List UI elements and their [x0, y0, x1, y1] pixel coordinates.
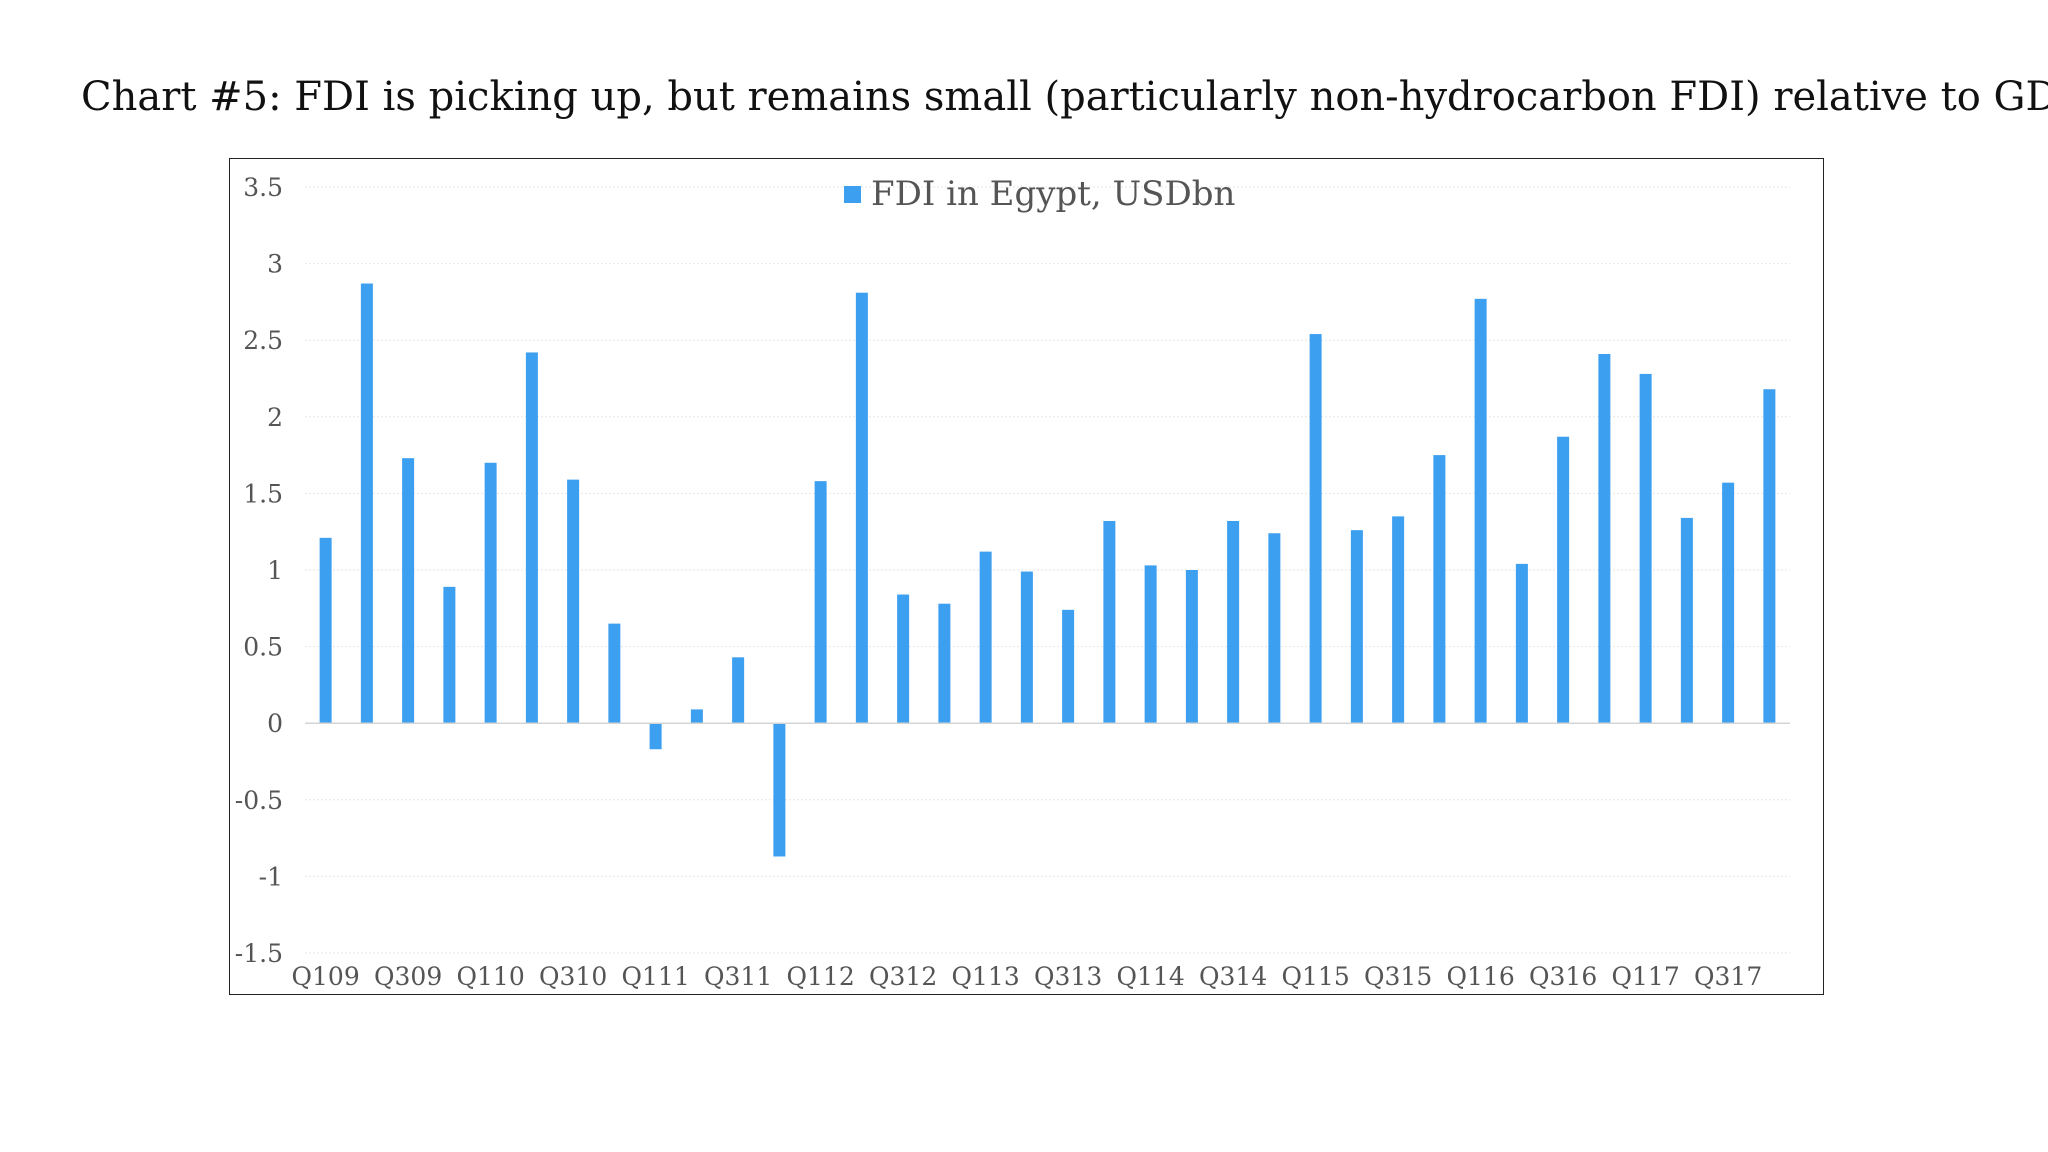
bar-q409 — [443, 586, 456, 724]
x-tick-label: Q317 — [1694, 962, 1762, 991]
bar-q215 — [1350, 530, 1363, 724]
bar-q411 — [773, 723, 786, 857]
y-tick-label: 3 — [267, 250, 283, 279]
x-tick-label: Q116 — [1447, 962, 1515, 991]
x-axis-tick-labels: Q109 Q309 Q110 Q310 Q111 Q311 Q112 Q312 Q113 Q313… — [292, 962, 1763, 991]
bar-q116 — [1474, 298, 1487, 724]
bar-q414 — [1268, 533, 1281, 724]
bar-q216 — [1515, 563, 1528, 724]
y-tick-label: 0 — [267, 709, 283, 738]
x-tick-label: Q315 — [1364, 962, 1432, 991]
x-tick-label: Q113 — [952, 962, 1020, 991]
page-title: Chart #5: FDI is picking up, but remains… — [81, 74, 2048, 120]
y-tick-label: -0.5 — [235, 786, 283, 815]
x-tick-label: Q115 — [1282, 962, 1350, 991]
bar-q213 — [1020, 571, 1033, 724]
bar-q112 — [814, 481, 827, 724]
bar-q312 — [897, 594, 910, 724]
bar-q114 — [1144, 565, 1157, 724]
bar-q115 — [1309, 334, 1322, 724]
y-tick-label: -1.5 — [235, 939, 283, 968]
bars — [319, 283, 1776, 857]
bar-q109 — [319, 537, 332, 724]
x-tick-label: Q310 — [539, 962, 607, 991]
legend-label: FDI in Egypt, USDbn — [871, 174, 1235, 214]
bar-q313 — [1062, 609, 1075, 724]
bar-chart: 3.532.521.510.50-0.5-1-1.5 Q109 Q309 Q110 Q… — [235, 173, 1790, 991]
x-tick-label: Q313 — [1034, 962, 1102, 991]
bar-q209 — [360, 283, 373, 724]
bar-q415 — [1433, 455, 1446, 724]
bar-q111 — [649, 723, 662, 750]
bar-q117 — [1639, 373, 1652, 724]
y-tick-label: -1 — [259, 862, 283, 891]
y-axis-tick-labels: 3.5 3 2.5 2 1.5 1 0.5 0 -0.5 -1 -1.5 — [235, 173, 283, 968]
bar-q317 — [1722, 482, 1735, 724]
x-tick-label: Q112 — [787, 962, 855, 991]
bar-q412 — [938, 603, 951, 724]
x-tick-label: Q312 — [869, 962, 937, 991]
x-tick-label: Q111 — [622, 962, 690, 991]
x-tick-label: Q114 — [1117, 962, 1185, 991]
y-tick-label: 0.5 — [243, 633, 283, 662]
legend: FDI in Egypt, USDbn — [844, 174, 1235, 214]
x-tick-label: Q109 — [292, 962, 360, 991]
bar-q416 — [1598, 353, 1611, 724]
bar-q217 — [1680, 517, 1693, 724]
bar-q315 — [1392, 516, 1405, 724]
bar-q211 — [690, 709, 703, 724]
bar-q311 — [732, 657, 745, 724]
x-tick-label: Q314 — [1199, 962, 1267, 991]
bar-q310 — [567, 479, 580, 724]
bar-q316 — [1557, 436, 1570, 724]
legend-swatch — [844, 186, 861, 203]
bar-q413 — [1103, 520, 1116, 724]
x-tick-label: Q117 — [1612, 962, 1680, 991]
x-tick-label: Q309 — [374, 962, 442, 991]
y-tick-label: 2 — [267, 403, 283, 432]
bar-q314 — [1227, 520, 1240, 724]
x-tick-label: Q110 — [457, 962, 525, 991]
bar-q110 — [484, 462, 497, 724]
bar-q309 — [402, 458, 415, 724]
bar-q410 — [608, 623, 621, 724]
y-tick-label: 3.5 — [243, 173, 283, 202]
bar-q210 — [525, 352, 538, 724]
bar-q214 — [1185, 570, 1198, 724]
y-tick-label: 1 — [267, 556, 283, 585]
y-tick-label: 1.5 — [243, 479, 283, 508]
x-tick-label: Q316 — [1529, 962, 1597, 991]
x-tick-label: Q311 — [704, 962, 772, 991]
bar-q417 — [1763, 389, 1776, 724]
bar-q212 — [855, 292, 868, 724]
chart-frame: 3.5 3 2.5 2 1.5 1 0.5 0 -0.5 -1 -1.5 Q109 Q309 Q110 Q… — [229, 158, 1824, 995]
y-tick-label: 2.5 — [243, 326, 283, 355]
bar-q113 — [979, 551, 992, 724]
